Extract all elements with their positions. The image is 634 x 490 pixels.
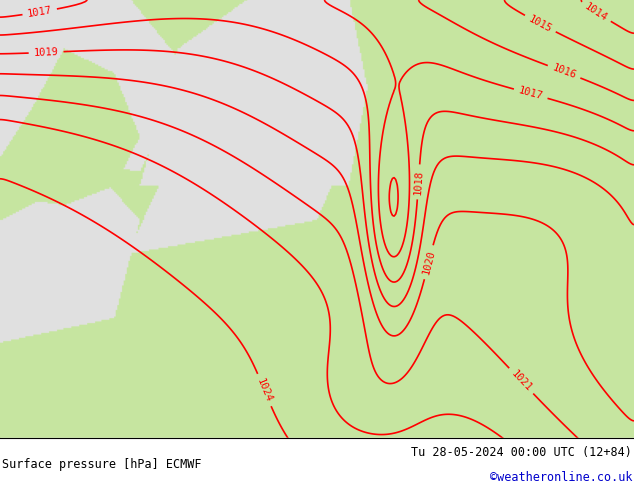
Text: 1018: 1018 <box>413 169 424 195</box>
Text: 1017: 1017 <box>27 5 53 19</box>
Text: 1017: 1017 <box>517 86 544 102</box>
Text: 1015: 1015 <box>527 14 553 34</box>
Text: ©weatheronline.co.uk: ©weatheronline.co.uk <box>489 470 632 484</box>
Text: 1016: 1016 <box>550 63 578 81</box>
Text: 1014: 1014 <box>583 1 609 24</box>
Text: 1022: 1022 <box>517 449 543 472</box>
Text: 1019: 1019 <box>34 47 59 58</box>
Text: 1021: 1021 <box>509 368 533 393</box>
Text: Tu 28-05-2024 00:00 UTC (12+84): Tu 28-05-2024 00:00 UTC (12+84) <box>411 446 632 459</box>
Text: 1024: 1024 <box>255 377 274 403</box>
Bar <box>0 438 634 490</box>
Text: 1020: 1020 <box>421 249 437 275</box>
Text: Surface pressure [hPa] ECMWF: Surface pressure [hPa] ECMWF <box>2 458 202 470</box>
